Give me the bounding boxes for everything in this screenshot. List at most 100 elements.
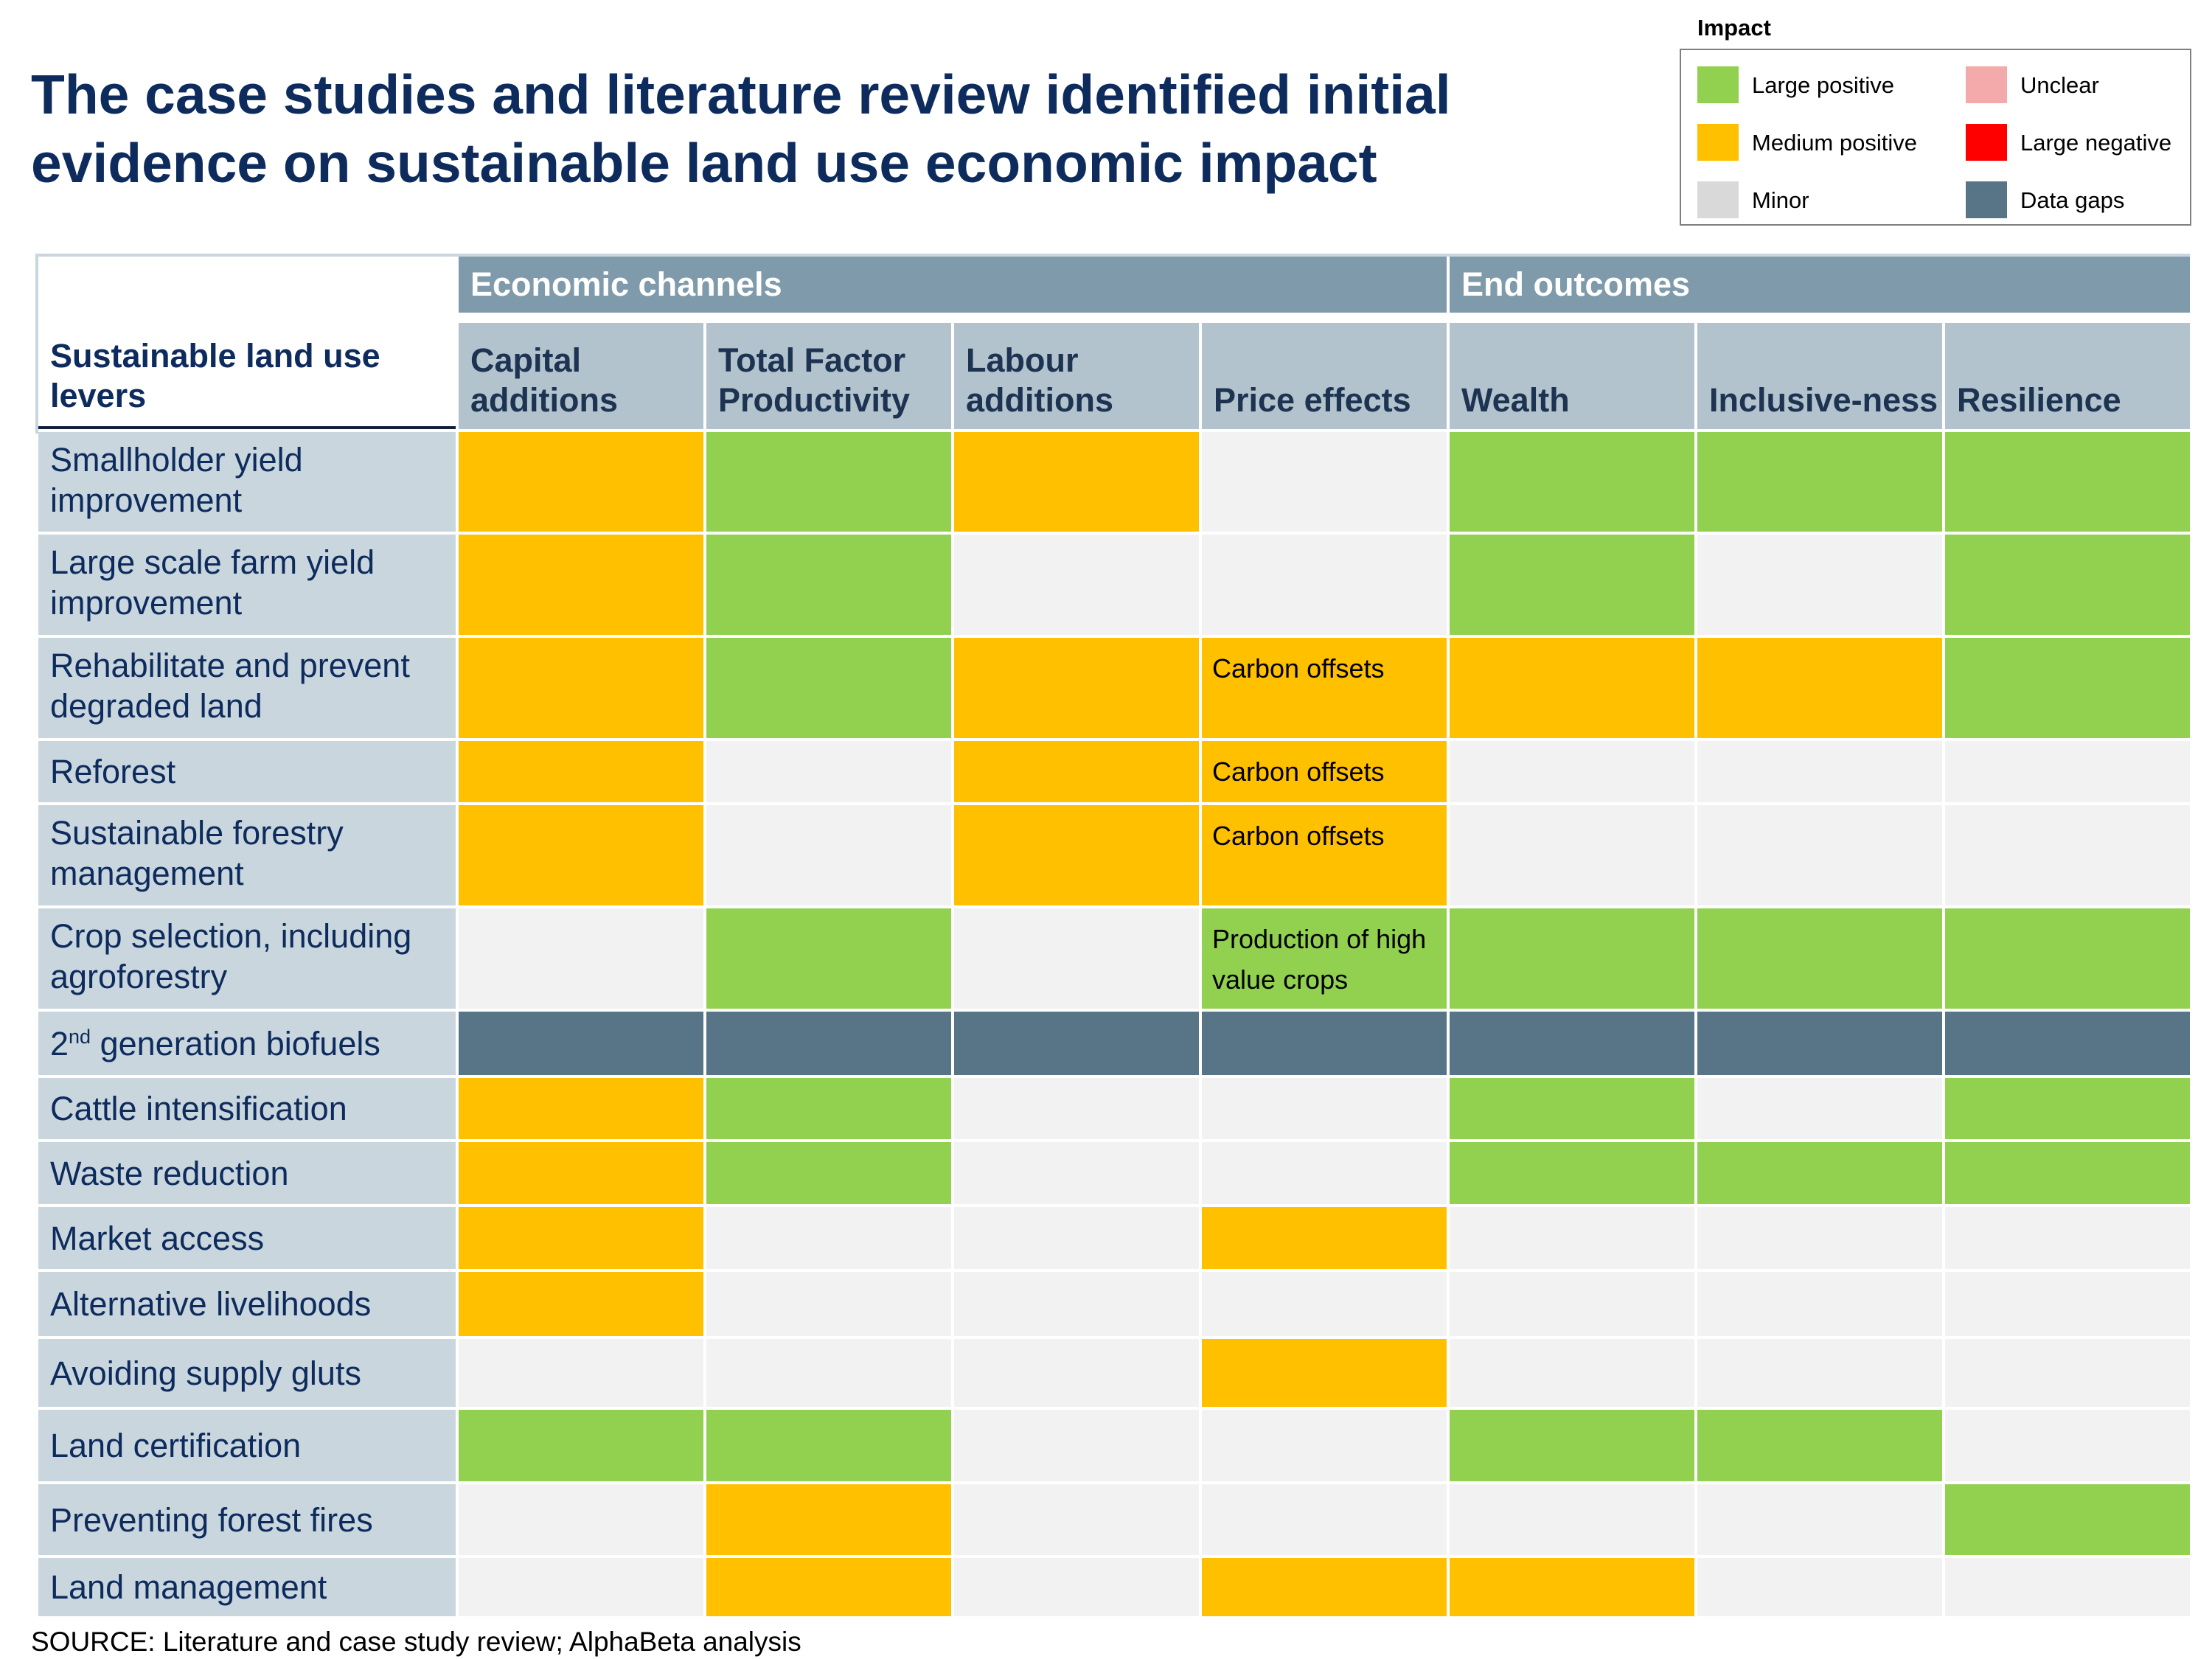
impact-cell (1450, 1012, 1694, 1075)
impact-cell (1697, 805, 1942, 905)
cell-note: Production of high value crops (1212, 924, 1427, 995)
impact-cell (1697, 908, 1942, 1009)
column-header: Inclusive-ness (1697, 323, 1942, 429)
impact-cell (459, 1484, 703, 1555)
column-header: Resilience (1945, 323, 2190, 429)
table-top-border (35, 254, 2190, 257)
impact-cell (1450, 1339, 1694, 1407)
row-label: Cattle intensification (38, 1078, 456, 1139)
impact-cell (706, 741, 951, 802)
impact-cell: Carbon offsets (1202, 638, 1447, 738)
impact-cell (706, 1272, 951, 1336)
impact-cell (1450, 1207, 1694, 1269)
impact-cell: Carbon offsets (1202, 741, 1447, 802)
row-label: 2nd generation biofuels (38, 1012, 456, 1075)
impact-cell (1202, 1207, 1447, 1269)
impact-cell (706, 638, 951, 738)
impact-cell (1697, 1339, 1942, 1407)
legend-swatch (1697, 181, 1739, 218)
impact-cell (954, 805, 1199, 905)
impact-cell (1945, 805, 2190, 905)
impact-cell (1945, 1207, 2190, 1269)
row-label: Large scale farm yield improvement (38, 535, 456, 635)
impact-cell (706, 908, 951, 1009)
impact-cell (1202, 1484, 1447, 1555)
column-header: Price effects (1202, 323, 1447, 429)
impact-cell: Carbon offsets (1202, 805, 1447, 905)
row-label-rest: generation biofuels (91, 1024, 380, 1062)
impact-cell (459, 805, 703, 905)
legend-heading: Impact (1697, 15, 1771, 41)
impact-cell (1202, 1410, 1447, 1481)
row-label: Land management (38, 1558, 456, 1616)
row-label: Sustainable forestry management (38, 805, 456, 905)
impact-cell (954, 535, 1199, 635)
impact-cell (1450, 1142, 1694, 1204)
row-label: Avoiding supply gluts (38, 1339, 456, 1407)
impact-cell (1697, 1410, 1942, 1481)
impact-cell (1202, 1272, 1447, 1336)
impact-cell (459, 1558, 703, 1616)
impact-cell (706, 1484, 951, 1555)
impact-cell (1945, 741, 2190, 802)
impact-cell (1945, 432, 2190, 532)
row-label: Alternative livelihoods (38, 1272, 456, 1336)
impact-cell (459, 1410, 703, 1481)
impact-cell (1697, 741, 1942, 802)
legend-swatch (1697, 66, 1739, 103)
legend-label: Large positive (1752, 72, 1895, 98)
impact-cell (459, 1339, 703, 1407)
impact-cell (1697, 1078, 1942, 1139)
impact-cell (954, 1558, 1199, 1616)
impact-cell (1697, 1012, 1942, 1075)
impact-cell (459, 535, 703, 635)
legend-swatch (1966, 66, 2007, 103)
row-label: Waste reduction (38, 1142, 456, 1204)
impact-cell (1945, 908, 2190, 1009)
cell-note: Carbon offsets (1212, 821, 1385, 851)
impact-cell (459, 908, 703, 1009)
row-label: Smallholder yield improvement (38, 432, 456, 532)
impact-cell (1450, 1078, 1694, 1139)
impact-cell (954, 1410, 1199, 1481)
impact-cell (1450, 1272, 1694, 1336)
impact-cell (706, 1207, 951, 1269)
impact-cell: Production of high value crops (1202, 908, 1447, 1009)
impact-cell (1697, 1484, 1942, 1555)
impact-cell (459, 432, 703, 532)
legend-swatch (1966, 181, 2007, 218)
impact-cell (1450, 805, 1694, 905)
impact-cell (1945, 1078, 2190, 1139)
impact-cell (1450, 741, 1694, 802)
impact-cell (1945, 638, 2190, 738)
impact-cell (1697, 1207, 1942, 1269)
impact-cell (1450, 1484, 1694, 1555)
impact-cell (954, 432, 1199, 532)
impact-cell (1450, 432, 1694, 532)
row-label: Crop selection, including agroforestry (38, 908, 456, 1009)
impact-cell (1945, 1558, 2190, 1616)
row-label: Market access (38, 1207, 456, 1269)
impact-cell (1450, 638, 1694, 738)
table-left-border (35, 254, 38, 434)
legend-swatch (1697, 124, 1739, 161)
row-label: Reforest (38, 741, 456, 802)
legend-label: Data gaps (2020, 187, 2125, 213)
impact-cell (1697, 535, 1942, 635)
row-label-ordinal: nd (69, 1025, 91, 1048)
cell-note: Carbon offsets (1212, 653, 1385, 684)
impact-cell (459, 1078, 703, 1139)
impact-cell (1450, 1558, 1694, 1616)
impact-cell (706, 1142, 951, 1204)
column-group-header: End outcomes (1450, 257, 2190, 313)
impact-cell (706, 1078, 951, 1139)
impact-cell (706, 1558, 951, 1616)
legend-swatch (1966, 124, 2007, 161)
impact-cell (1697, 638, 1942, 738)
row-label-number: 2 (50, 1024, 69, 1062)
impact-cell (1202, 432, 1447, 532)
legend-label: Large negative (2020, 130, 2172, 156)
impact-cell (1697, 432, 1942, 532)
page-title: The case studies and literature review i… (31, 63, 1451, 194)
